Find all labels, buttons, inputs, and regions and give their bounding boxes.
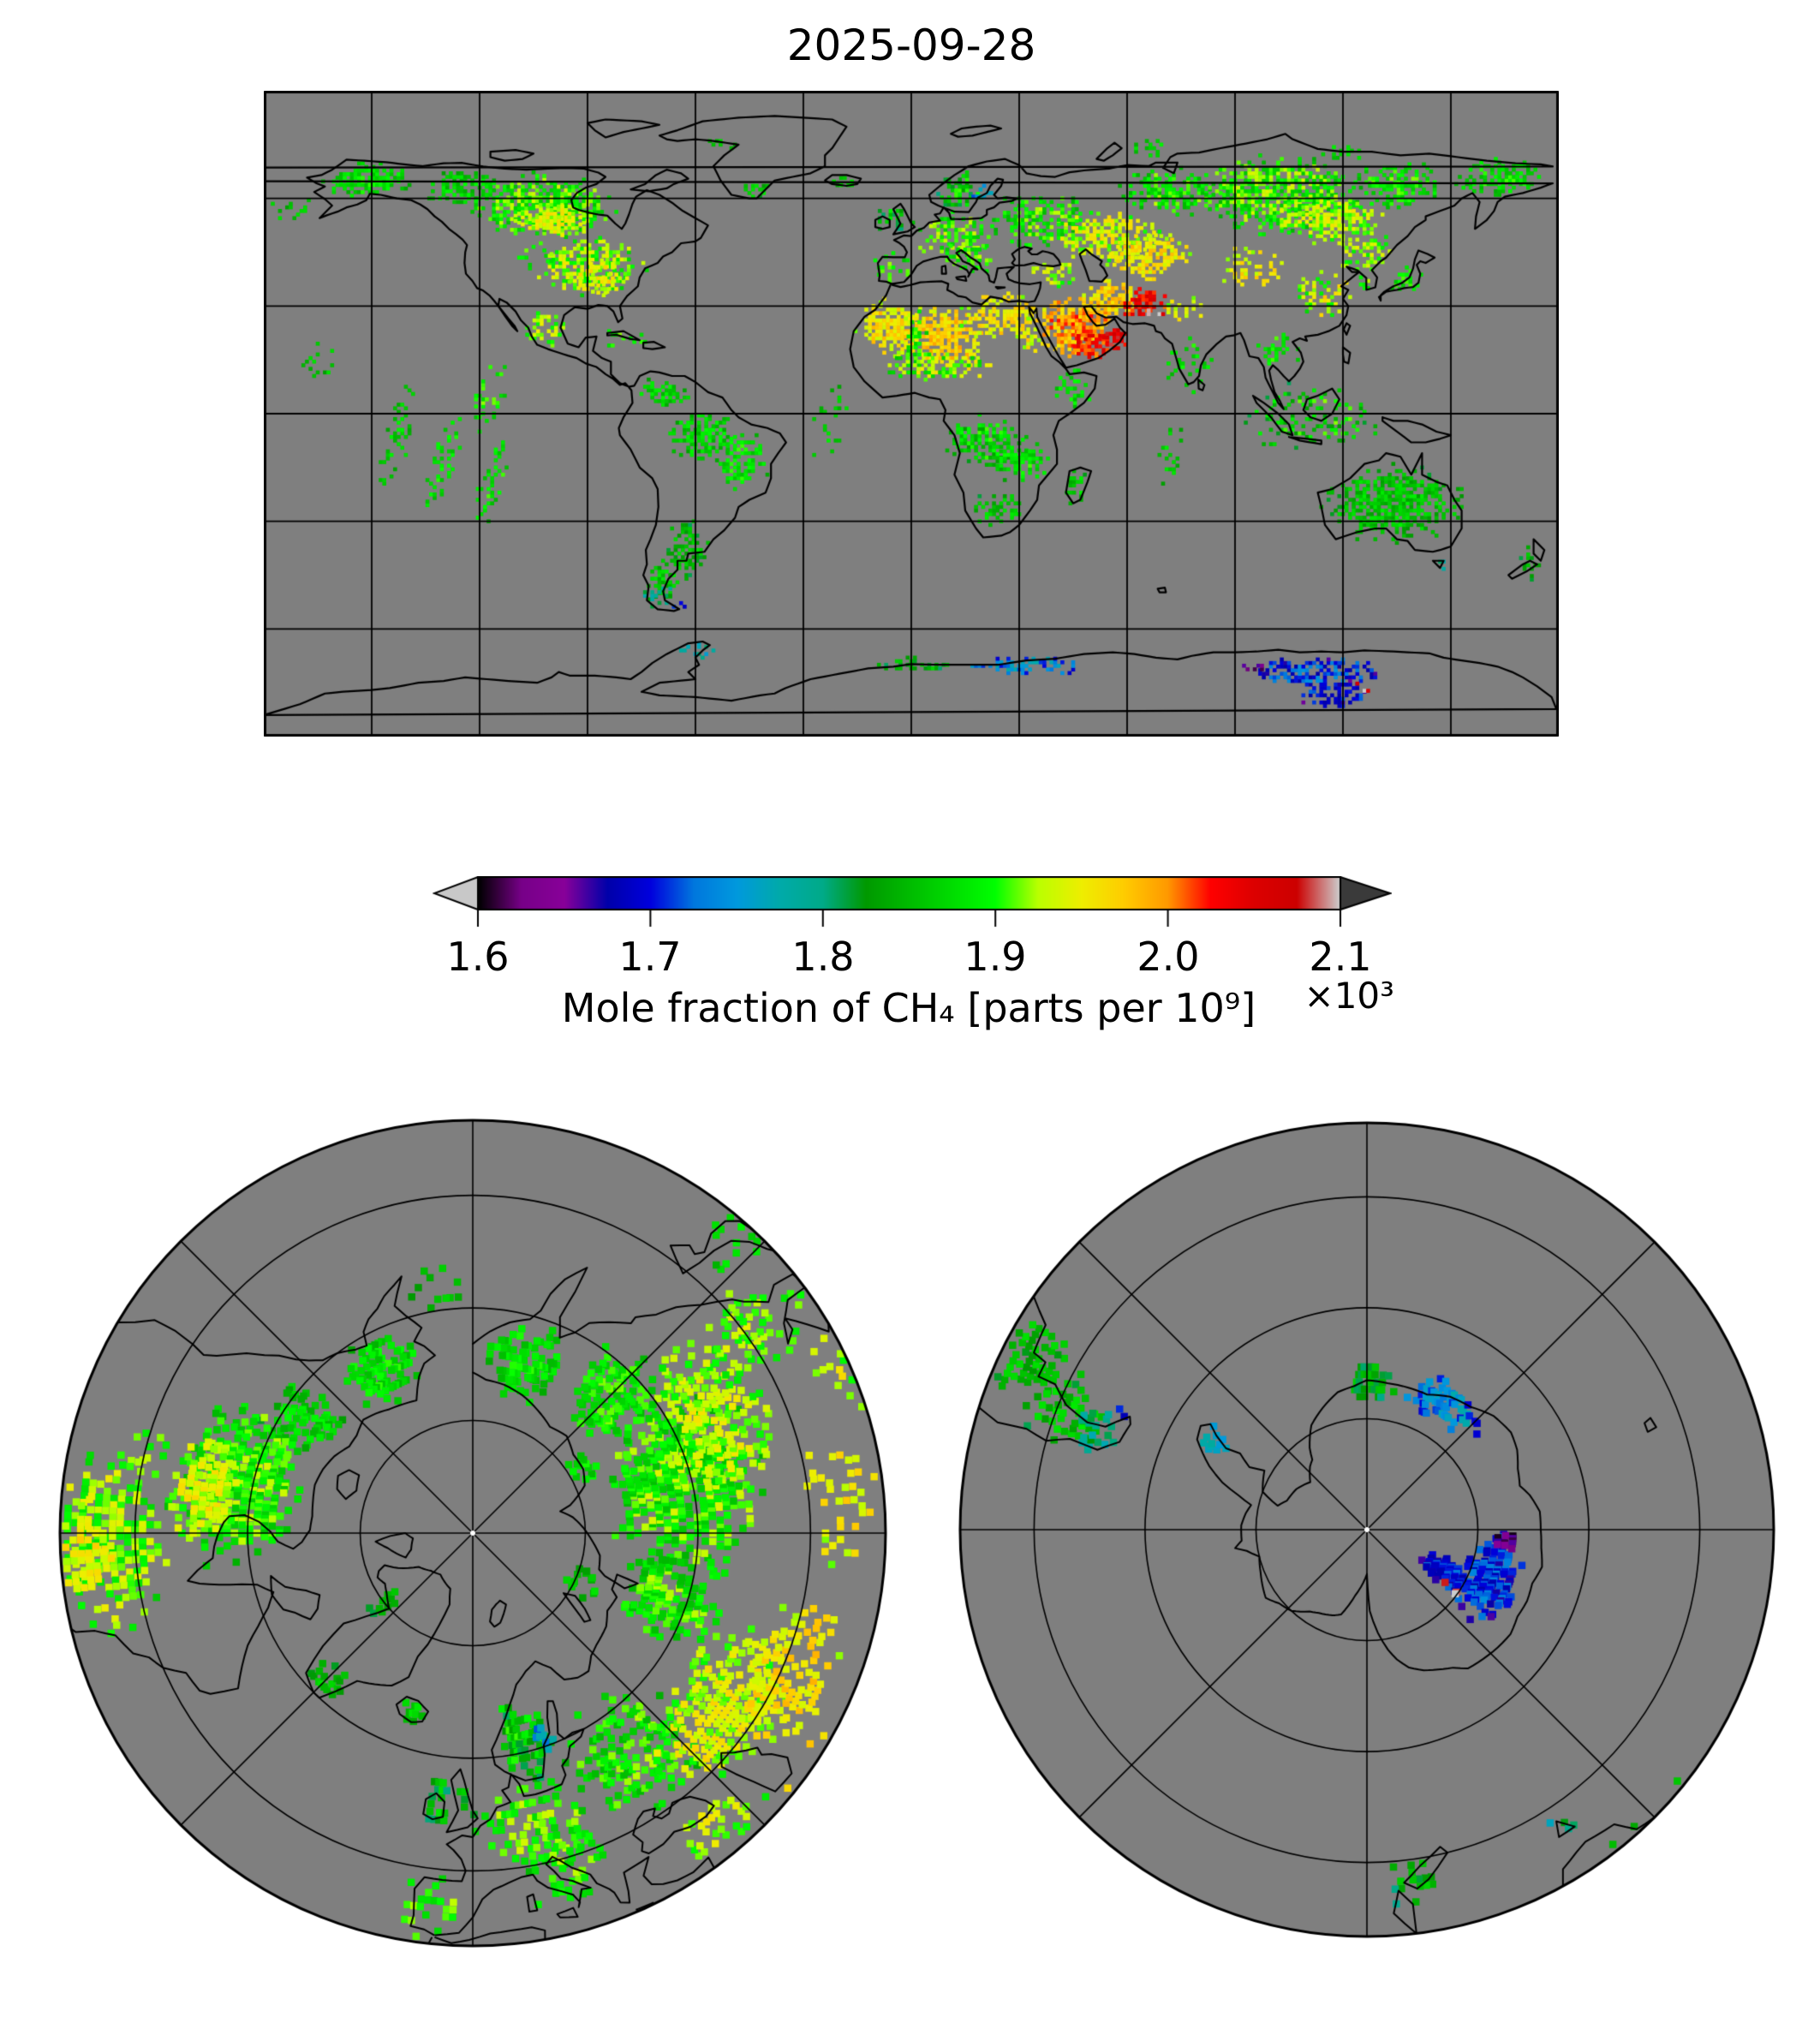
colorbar-canvas [433, 876, 1392, 929]
north-polar-map-canvas [57, 1118, 888, 1948]
colorbar-tick-label: 2.1 [1309, 934, 1372, 980]
colorbar-tick-label: 1.8 [791, 934, 855, 980]
colorbar-tick-label: 1.9 [964, 934, 1027, 980]
colorbar-axis-label: Mole fraction of CH₄ [parts per 10⁹] [561, 985, 1256, 1031]
figure-title: 2025-09-28 [786, 21, 1036, 70]
colorbar-offset-label: ×10³ [1304, 975, 1394, 1017]
colorbar-tick-labels: 1.6 1.7 1.8 1.9 2.0 2.1 [433, 937, 1392, 982]
colorbar-tick-label: 1.6 [446, 934, 510, 980]
world-map-canvas [264, 91, 1559, 737]
south-polar-map-canvas [958, 1120, 1776, 1939]
colorbar-tick-label: 1.7 [618, 934, 682, 980]
colorbar-tick-label: 2.0 [1137, 934, 1200, 980]
